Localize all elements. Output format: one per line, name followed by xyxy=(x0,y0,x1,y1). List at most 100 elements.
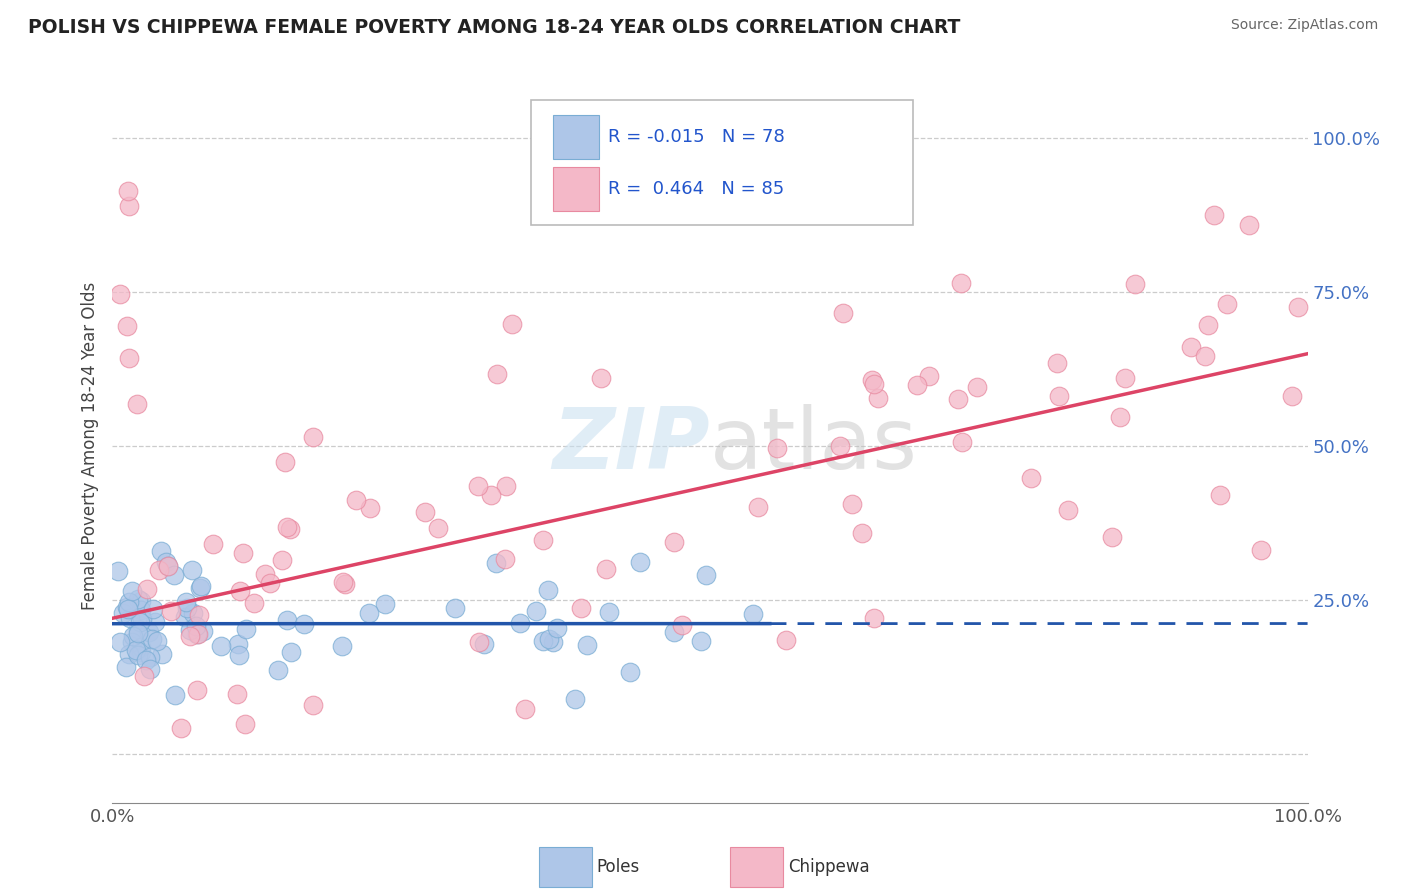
Point xyxy=(413,505,436,519)
Point xyxy=(190,579,212,593)
Point xyxy=(472,637,495,651)
Point xyxy=(332,639,354,653)
Point xyxy=(141,632,163,646)
Text: ZIP: ZIP xyxy=(553,404,710,488)
Point xyxy=(114,660,136,674)
Point xyxy=(494,552,516,566)
FancyBboxPatch shape xyxy=(531,100,914,225)
Point xyxy=(145,615,167,629)
Point xyxy=(235,716,257,731)
Point xyxy=(118,351,141,365)
Point xyxy=(1216,297,1239,311)
Point xyxy=(1114,370,1136,384)
Point xyxy=(163,688,186,702)
Point xyxy=(226,637,249,651)
Point xyxy=(181,607,204,621)
FancyBboxPatch shape xyxy=(554,115,599,159)
FancyBboxPatch shape xyxy=(730,847,783,887)
Point xyxy=(1286,300,1309,314)
Point xyxy=(138,624,160,639)
Point xyxy=(524,604,547,618)
Point xyxy=(173,610,195,624)
Point xyxy=(332,575,354,590)
Point xyxy=(333,577,356,591)
Text: Source: ZipAtlas.com: Source: ZipAtlas.com xyxy=(1230,18,1378,32)
Point xyxy=(179,629,201,643)
Point xyxy=(1109,410,1132,425)
Point xyxy=(946,392,969,406)
Point xyxy=(1197,318,1219,332)
Point xyxy=(950,434,973,449)
Point xyxy=(541,635,564,649)
Point xyxy=(595,562,617,576)
Point xyxy=(202,537,225,551)
Point xyxy=(1019,471,1042,485)
Point xyxy=(509,615,531,630)
Point xyxy=(467,479,489,493)
Point xyxy=(271,553,294,567)
Point xyxy=(276,520,298,534)
Point xyxy=(479,488,502,502)
Point xyxy=(589,371,612,385)
Point xyxy=(131,594,153,608)
Point xyxy=(128,615,150,630)
Point xyxy=(531,634,554,648)
Point xyxy=(253,566,276,581)
Point xyxy=(485,368,508,382)
Point xyxy=(131,645,153,659)
Point xyxy=(186,627,208,641)
Point xyxy=(374,597,396,611)
Point xyxy=(110,287,132,301)
Point xyxy=(127,626,149,640)
Point xyxy=(139,662,162,676)
Text: Chippewa: Chippewa xyxy=(787,858,869,876)
Point xyxy=(278,522,301,536)
Point xyxy=(292,616,315,631)
Point xyxy=(160,604,183,618)
Point xyxy=(134,669,156,683)
Point xyxy=(129,602,152,616)
Point xyxy=(302,430,325,444)
Point xyxy=(664,535,686,549)
Point xyxy=(187,626,209,640)
Point xyxy=(1239,218,1261,232)
Point xyxy=(118,594,141,608)
Point xyxy=(122,629,145,643)
Point xyxy=(125,642,148,657)
Point xyxy=(619,665,641,679)
Point xyxy=(766,441,789,455)
Y-axis label: Female Poverty Among 18-24 Year Olds: Female Poverty Among 18-24 Year Olds xyxy=(80,282,98,610)
Point xyxy=(129,640,152,654)
Point xyxy=(538,632,561,646)
Point xyxy=(695,567,717,582)
Point xyxy=(1281,389,1303,403)
Point xyxy=(1046,356,1069,370)
Point xyxy=(860,373,883,387)
Point xyxy=(1209,488,1232,502)
Point xyxy=(117,599,139,614)
Point xyxy=(443,600,465,615)
Point xyxy=(117,602,139,616)
Point xyxy=(225,687,247,701)
Point xyxy=(184,618,207,632)
Point xyxy=(513,702,536,716)
Point xyxy=(468,634,491,648)
Point xyxy=(917,369,939,384)
Point xyxy=(905,378,928,392)
Point xyxy=(117,647,139,661)
Point xyxy=(150,544,173,558)
Point xyxy=(174,595,197,609)
Point xyxy=(868,391,890,405)
Point xyxy=(235,622,257,636)
Point xyxy=(127,592,149,607)
Point xyxy=(112,606,135,620)
Point xyxy=(1123,277,1146,292)
Point xyxy=(125,396,148,410)
Point xyxy=(150,647,173,661)
Point xyxy=(966,380,988,394)
Point xyxy=(863,376,886,391)
Point xyxy=(359,500,381,515)
Point xyxy=(157,559,180,574)
Point xyxy=(1194,350,1216,364)
Point xyxy=(117,184,139,198)
